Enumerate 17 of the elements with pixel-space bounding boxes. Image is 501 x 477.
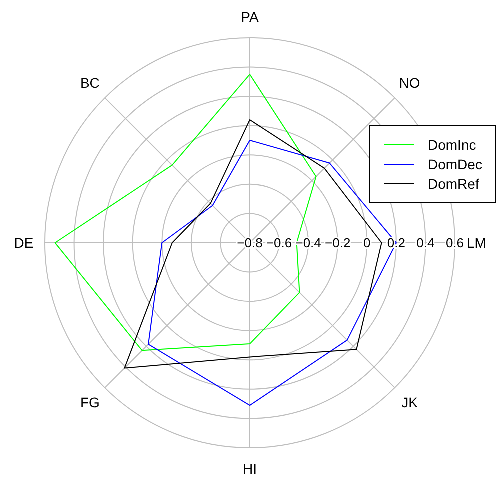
spoke-label: NO bbox=[399, 75, 420, 92]
legend-label: DomInc bbox=[428, 136, 476, 153]
y-tick-label: 0.6 bbox=[446, 236, 464, 251]
spoke-label: JK bbox=[402, 394, 419, 411]
spoke-label: LM bbox=[467, 234, 486, 251]
y-tick-label: −0.2 bbox=[325, 236, 351, 251]
y-tick-label: 0.4 bbox=[416, 236, 435, 251]
spoke-label: BC bbox=[80, 75, 100, 92]
y-tick-label: −0.8 bbox=[237, 236, 263, 251]
spoke-label: FG bbox=[80, 394, 100, 411]
legend-label: DomDec bbox=[428, 156, 482, 172]
spoke-label: HI bbox=[243, 460, 257, 477]
y-tick-label: 0 bbox=[364, 236, 371, 251]
y-tick-label: −0.6 bbox=[266, 236, 292, 251]
legend-label: DomRef bbox=[428, 176, 480, 192]
spoke-label: PA bbox=[241, 8, 260, 25]
spoke-label: DE bbox=[14, 234, 34, 251]
